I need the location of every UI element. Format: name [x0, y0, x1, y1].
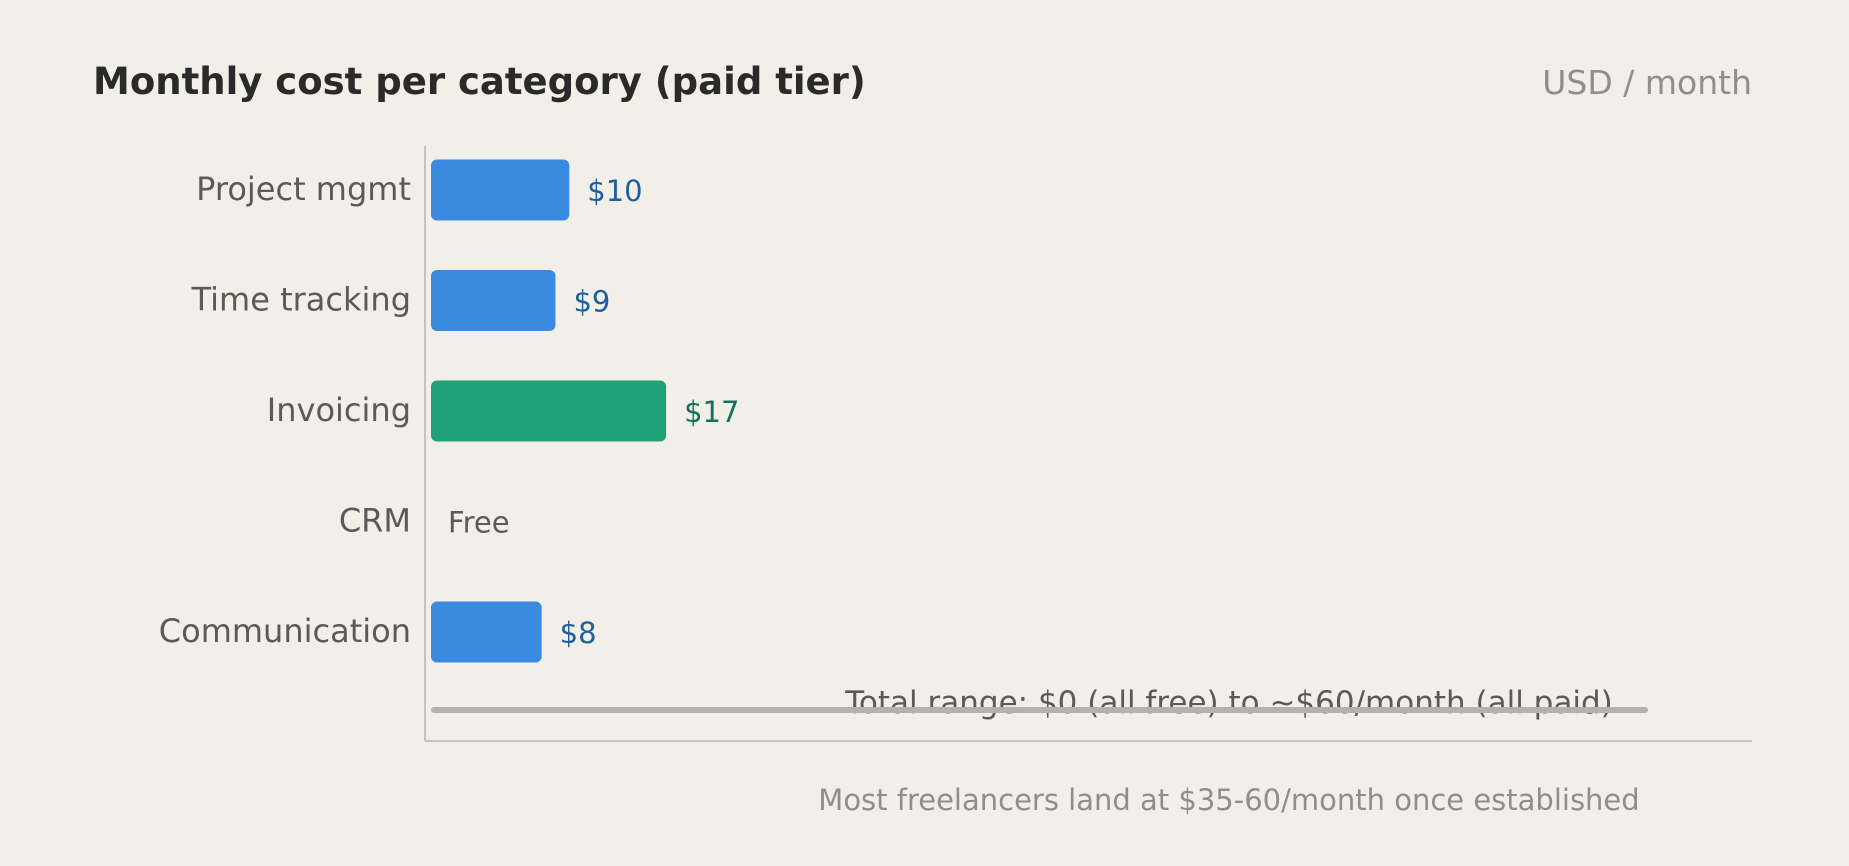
- category-label-time-tracking: Time tracking: [191, 281, 411, 319]
- chart-title: Monthly cost per category (paid tier): [93, 60, 866, 103]
- unit-label: USD / month: [1542, 63, 1752, 102]
- bar-communication: [431, 601, 542, 663]
- value-label-time-tracking: $9: [573, 285, 610, 319]
- bars-group: Project mgmt $10 Time tracking $9 Invoicing $…: [159, 159, 739, 663]
- category-label-communication: Communication: [159, 612, 411, 650]
- value-label-crm: Free: [448, 506, 510, 540]
- category-label-invoicing: Invoicing: [267, 391, 411, 429]
- bar-invoicing: [431, 380, 667, 442]
- bar-time-tracking: [431, 270, 556, 331]
- value-label-communication: $8: [560, 616, 597, 650]
- total-range-bar: [431, 707, 1648, 713]
- category-label-crm: CRM: [339, 502, 411, 540]
- value-label-invoicing: $17: [684, 395, 739, 429]
- bar-project-mgmt: [431, 159, 570, 221]
- category-label-project-mgmt: Project mgmt: [196, 170, 411, 208]
- value-label-project-mgmt: $10: [587, 174, 642, 208]
- footnote: Most freelancers land at $35-60/month on…: [818, 783, 1639, 817]
- total-range-label: Total range: $0 (all free) to ~$60/month…: [844, 685, 1613, 721]
